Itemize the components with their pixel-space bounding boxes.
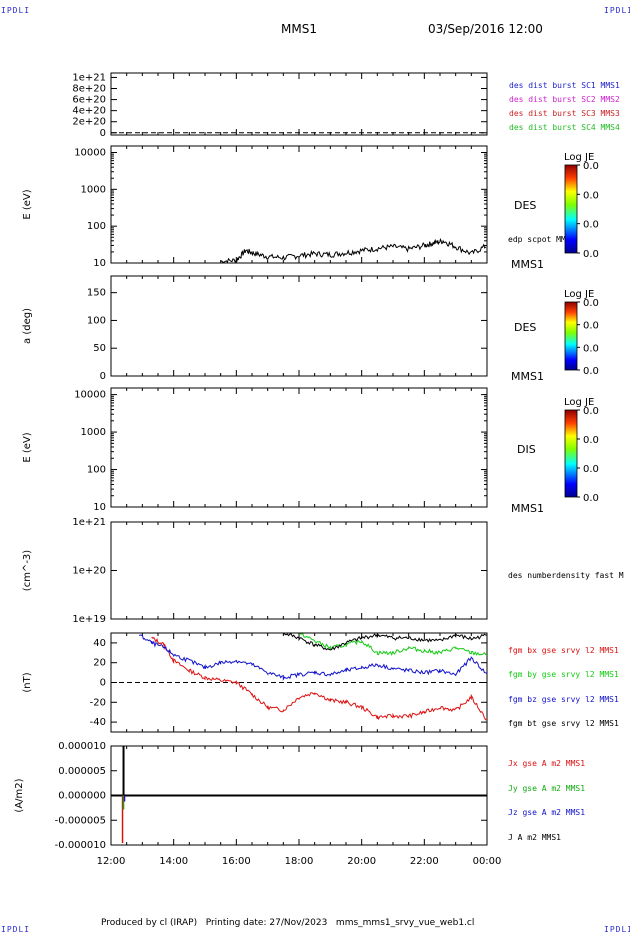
des-energy-y-tick-label: 10000 bbox=[74, 147, 106, 158]
scpot-legend: edp scpot MMS1 bbox=[508, 235, 576, 244]
current-y-tick-label: 0.000005 bbox=[58, 766, 106, 777]
current-y-label: (A/m2) bbox=[14, 778, 25, 812]
pitch-y-tick-label: 100 bbox=[87, 315, 106, 326]
current-legend-3: J A m2 MMS1 bbox=[508, 833, 561, 842]
colorbar-label: 0.0 bbox=[583, 343, 599, 354]
des-energy-y-tick-label: 10 bbox=[93, 258, 106, 269]
density-y-tick-label: 1e+19 bbox=[72, 614, 106, 625]
colorbar-title-2: Log JE bbox=[564, 289, 594, 300]
scpot-line bbox=[220, 237, 487, 264]
colorbar-label: 0.0 bbox=[583, 406, 599, 417]
pitch-mission-label: MMS1 bbox=[511, 370, 544, 383]
dis-energy-instrument-label: DIS bbox=[517, 443, 536, 456]
pitch-y-tick-label: 150 bbox=[87, 288, 106, 299]
pitch-y-tick-label: 50 bbox=[93, 343, 106, 354]
dis-energy-y-label: E (eV) bbox=[22, 432, 33, 462]
pitch-y-tick-label: 0 bbox=[100, 371, 106, 382]
burst-y-tick-label: 8e+20 bbox=[72, 84, 106, 95]
burst-legend-4: des dist burst SC4 MMS4 bbox=[509, 123, 620, 132]
bfield-y-label: (nT) bbox=[22, 672, 33, 692]
panel-frame-3 bbox=[110, 387, 488, 508]
bfield-y-tick-label: 0 bbox=[100, 678, 106, 689]
current-y-tick-label: -0.000005 bbox=[55, 815, 106, 826]
datetime-title: 03/Sep/2016 12:00 bbox=[428, 22, 543, 36]
dis-energy-y-tick-label: 10 bbox=[93, 502, 106, 513]
colorbar-label: 0.0 bbox=[583, 220, 599, 231]
colorbar-3 bbox=[564, 409, 578, 498]
current-legend-1: Jy gse A m2 MMS1 bbox=[508, 784, 585, 793]
corner-label-top-left: IPDLI bbox=[1, 6, 31, 15]
corner-label-bottom-right: IPDLI bbox=[604, 925, 630, 934]
current-legend-0: Jx gse A m2 MMS1 bbox=[508, 759, 585, 768]
panel-frame-4 bbox=[110, 521, 488, 620]
current-legend-2: Jz gse A m2 MMS1 bbox=[508, 808, 585, 817]
colorbar-label: 0.0 bbox=[583, 493, 599, 504]
dis-energy-mission-label: MMS1 bbox=[511, 502, 544, 515]
bfield-y-tick-label: -40 bbox=[90, 717, 106, 728]
bfield-legend-3: fgm bt gse srvy l2 MMS1 bbox=[508, 719, 619, 728]
burst-y-tick-label: 4e+20 bbox=[72, 106, 106, 117]
bfield-legend-0: fgm bx gse srvy l2 MMS1 bbox=[508, 646, 619, 655]
burst-y-tick-label: 2e+20 bbox=[72, 117, 106, 128]
time-tick-label: 20:00 bbox=[347, 856, 376, 867]
des-energy-mission-label: MMS1 bbox=[511, 258, 544, 271]
bfield-y-tick-label: 40 bbox=[93, 638, 106, 649]
footer-text: Produced by cl (IRAP) Printing date: 27/… bbox=[101, 918, 475, 928]
corner-label-bottom-left: IPDLI bbox=[1, 925, 31, 934]
pitch-y-label: a (deg) bbox=[22, 308, 33, 344]
bfield-y-tick-label: 20 bbox=[93, 658, 106, 669]
density-y-label: (cm^-3) bbox=[22, 550, 33, 591]
burst-y-tick-label: 6e+20 bbox=[72, 95, 106, 106]
dis-energy-y-tick-label: 1000 bbox=[81, 427, 106, 438]
colorbar-2 bbox=[564, 301, 578, 371]
colorbar-title-1: Log JE bbox=[564, 152, 594, 163]
colorbar-label: 0.0 bbox=[583, 161, 599, 172]
des-energy-y-tick-label: 1000 bbox=[81, 184, 106, 195]
time-tick-label: 12:00 bbox=[97, 856, 126, 867]
colorbar-1 bbox=[564, 164, 578, 254]
colorbar-label: 0.0 bbox=[583, 298, 599, 309]
time-tick-label: 16:00 bbox=[222, 856, 251, 867]
bfield-y-tick-label: -20 bbox=[90, 697, 106, 708]
spacecraft-title: MMS1 bbox=[281, 22, 317, 36]
colorbar-label: 0.0 bbox=[583, 190, 599, 201]
colorbar-label: 0.0 bbox=[583, 366, 599, 377]
density-y-tick-label: 1e+21 bbox=[72, 517, 106, 528]
bfield-legend-1: fgm by gse srvy l2 MMS1 bbox=[508, 670, 619, 679]
des-energy-y-tick-label: 100 bbox=[87, 221, 106, 232]
pitch-instrument-label: DES bbox=[514, 321, 536, 334]
burst-legend-2: des dist burst SC2 MMS2 bbox=[509, 95, 620, 104]
bfield-line-2 bbox=[138, 634, 488, 681]
time-tick-label: 00:00 bbox=[473, 856, 502, 867]
time-tick-label: 14:00 bbox=[159, 856, 188, 867]
colorbar-title-3: Log JE bbox=[564, 397, 594, 408]
bfield-line-1 bbox=[299, 633, 488, 656]
panel-frame-2 bbox=[110, 275, 488, 377]
dis-energy-y-tick-label: 10000 bbox=[74, 390, 106, 401]
time-tick-label: 18:00 bbox=[285, 856, 314, 867]
burst-y-tick-label: 1e+21 bbox=[72, 72, 106, 83]
bfield-line-0 bbox=[151, 636, 488, 721]
current-y-tick-label: 0.000010 bbox=[58, 741, 106, 752]
time-tick-label: 22:00 bbox=[410, 856, 439, 867]
colorbar-label: 0.0 bbox=[583, 321, 599, 332]
bfield-legend-2: fgm bz gse srvy l2 MMS1 bbox=[508, 695, 619, 704]
current-y-tick-label: -0.000010 bbox=[55, 840, 106, 851]
burst-y-tick-label: 0 bbox=[100, 128, 106, 139]
burst-legend-3: des dist burst SC3 MMS3 bbox=[509, 109, 620, 118]
current-y-tick-label: 0.000000 bbox=[58, 791, 106, 802]
colorbar-label: 0.0 bbox=[583, 249, 599, 260]
density-y-tick-label: 1e+20 bbox=[72, 566, 106, 577]
density-legend: des numberdensity fast M bbox=[508, 571, 624, 580]
des-energy-instrument-label: DES bbox=[514, 199, 536, 212]
corner-label-top-right: IPDLI bbox=[604, 6, 630, 15]
colorbar-label: 0.0 bbox=[583, 435, 599, 446]
burst-legend-1: des dist burst SC1 MMS1 bbox=[509, 81, 620, 90]
dis-energy-y-tick-label: 100 bbox=[87, 465, 106, 476]
des-energy-y-label: E (eV) bbox=[22, 189, 33, 219]
bfield-line-3 bbox=[283, 632, 488, 651]
panel-frame-0 bbox=[110, 72, 488, 136]
colorbar-label: 0.0 bbox=[583, 464, 599, 475]
